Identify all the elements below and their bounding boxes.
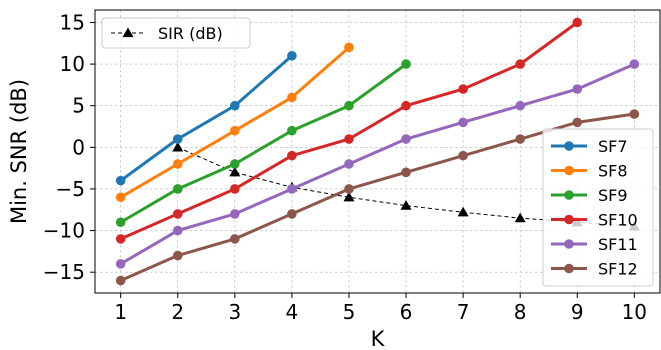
y-tick-label: 0 [72, 135, 85, 159]
data-point [400, 200, 412, 210]
x-tick-label: 1 [114, 300, 127, 324]
data-point [287, 150, 297, 161]
x-tick-label: 7 [457, 300, 470, 324]
x-axis-label: K [371, 327, 386, 350]
data-point [230, 184, 240, 194]
x-tick-label: 5 [343, 300, 356, 324]
data-point [230, 159, 240, 169]
data-point [229, 166, 241, 177]
data-point [287, 184, 297, 194]
x-tick-label: 10 [622, 300, 647, 324]
data-point [344, 42, 354, 53]
data-point [230, 234, 240, 244]
data-point [230, 125, 240, 136]
series-line-sf11 [119, 62, 635, 266]
data-point [344, 159, 354, 169]
y-tick-label: −10 [43, 219, 85, 243]
series-sf11 [115, 59, 640, 269]
data-point [401, 167, 411, 178]
data-point [629, 59, 640, 69]
data-point [458, 117, 468, 128]
data-point [115, 275, 126, 286]
legend-label: SF11 [598, 235, 638, 254]
data-point [287, 50, 297, 61]
sf-series-layer [115, 17, 640, 286]
data-point [343, 191, 355, 202]
data-point [287, 209, 297, 219]
legend-label: SF8 [598, 162, 628, 181]
series-sf9 [115, 59, 411, 228]
data-point [172, 134, 183, 144]
legend-swatch-marker [564, 165, 574, 176]
y-tick-label: 10 [60, 52, 85, 76]
data-point [172, 159, 183, 169]
legend-swatch-marker [564, 263, 574, 274]
series-line-sf9 [119, 62, 407, 224]
data-point [172, 184, 183, 194]
series-sf8 [115, 42, 354, 203]
data-point [458, 150, 468, 161]
data-point [115, 217, 126, 228]
data-point [115, 175, 126, 186]
data-point [230, 209, 240, 219]
data-point [572, 84, 583, 94]
data-point [287, 92, 297, 103]
series-line-sf7 [119, 54, 293, 182]
y-tick-label: 15 [60, 10, 85, 34]
data-point [401, 59, 411, 69]
y-axis-label: Min. SNR (dB) [7, 79, 31, 224]
data-point [172, 141, 184, 152]
legend-swatch-marker [122, 27, 134, 38]
series-sf7 [115, 50, 297, 186]
data-point [515, 59, 525, 69]
data-point [115, 192, 126, 203]
y-tick-label: −5 [56, 177, 85, 201]
legend-sir: SIR (dB) [101, 17, 251, 49]
legend-label: SF9 [598, 186, 628, 205]
legend-swatch-marker [564, 239, 574, 249]
data-point [515, 134, 525, 144]
legend-swatch-marker [564, 190, 574, 200]
legend-label: SF10 [598, 211, 638, 230]
data-point [514, 212, 526, 223]
x-tick-label: 2 [171, 300, 184, 324]
data-point [172, 250, 183, 261]
legend-label: SIR (dB) [158, 24, 223, 43]
legend-swatch-marker [564, 141, 574, 151]
data-point [230, 100, 240, 111]
y-tick-label: −15 [43, 260, 85, 284]
x-tick-label: 9 [571, 300, 584, 324]
x-tick-label: 6 [400, 300, 413, 324]
data-point [115, 259, 126, 269]
y-tick-label: 5 [72, 94, 85, 118]
data-point [287, 125, 297, 136]
data-point [457, 206, 469, 217]
data-point [172, 209, 183, 219]
data-point [401, 100, 411, 111]
x-tick-label: 3 [228, 300, 241, 324]
data-point [572, 117, 583, 128]
x-tick-label: 4 [286, 300, 299, 324]
data-point [629, 109, 640, 119]
data-point [172, 225, 183, 236]
data-point [344, 184, 354, 194]
data-point [572, 17, 583, 28]
legend-swatch-marker [564, 214, 574, 225]
legend-box [101, 17, 251, 49]
data-point [115, 234, 126, 244]
plot-frame [94, 9, 661, 294]
legend-label: SF12 [598, 260, 638, 279]
data-point [458, 84, 468, 94]
data-point [344, 100, 354, 111]
data-point [401, 134, 411, 144]
axis-ticks: 1 2 3 4 5 6 7 8 9 10 −15 −10 −5 0 5 10 15 [43, 10, 647, 324]
data-point [344, 134, 354, 144]
x-tick-label: 8 [514, 300, 527, 324]
legend-label: SF7 [598, 137, 628, 156]
data-point [515, 100, 525, 111]
legend-sf: SF7 SF8 SF9 SF10 SF11 SF12 [542, 128, 654, 287]
series-sf10 [115, 17, 583, 244]
